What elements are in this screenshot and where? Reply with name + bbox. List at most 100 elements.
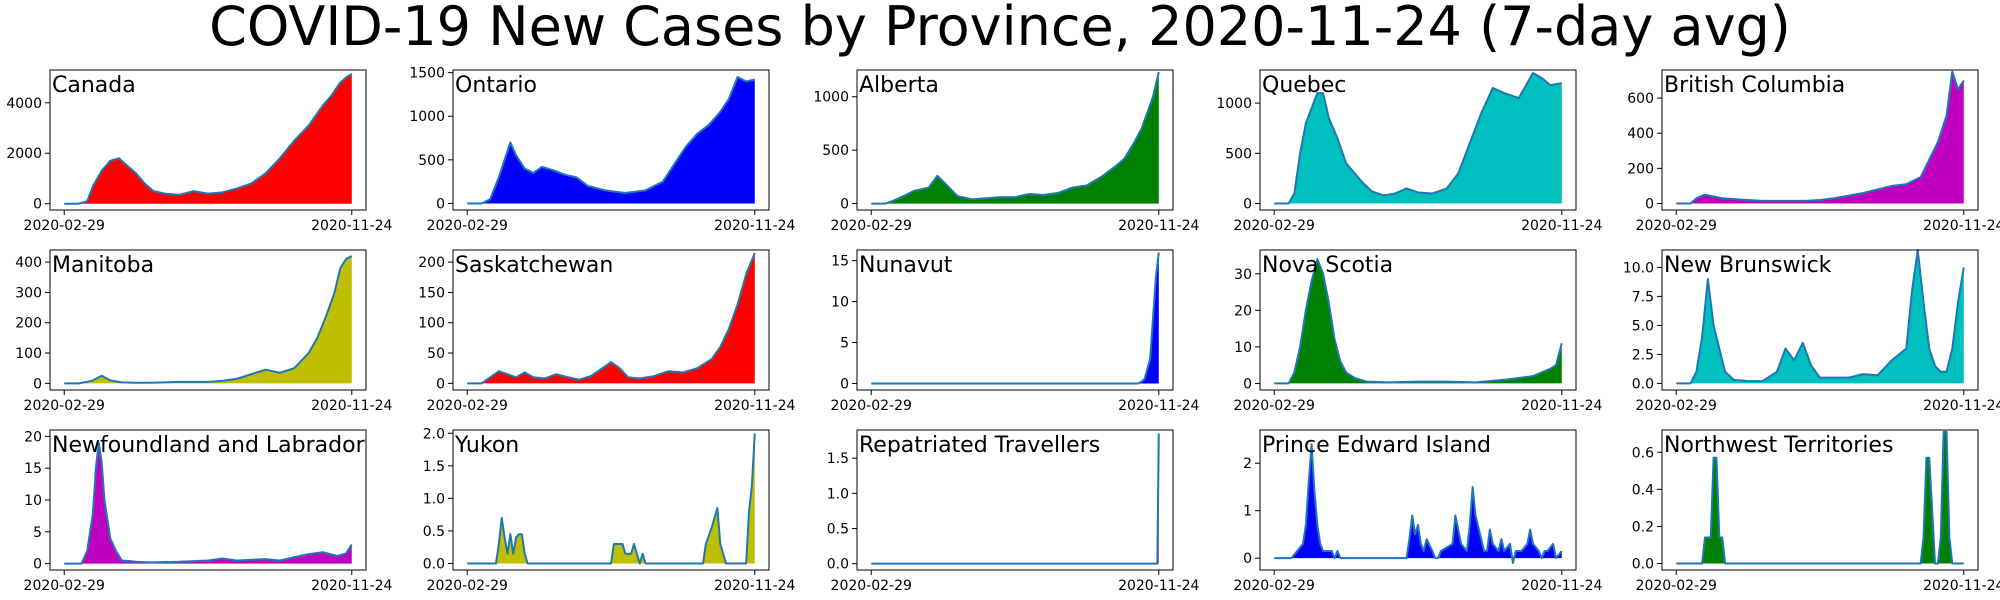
x-tick-label: 2020-11-24 bbox=[1521, 578, 1602, 594]
x-tick-label: 2020-02-29 bbox=[1636, 398, 1717, 414]
axes-frame bbox=[1661, 429, 1979, 571]
y-tick-label: 1 bbox=[1243, 504, 1252, 520]
x-tick-label: 2020-02-29 bbox=[427, 218, 508, 234]
x-tick-label: 2020-11-24 bbox=[714, 578, 795, 594]
subplot-title: Canada bbox=[52, 73, 136, 98]
x-tick-label: 2020-02-29 bbox=[24, 218, 105, 234]
series-line bbox=[467, 252, 756, 385]
y-tick-label: 1.5 bbox=[827, 451, 849, 467]
y-tick-label: 1.5 bbox=[423, 459, 445, 475]
area-fill bbox=[64, 73, 352, 204]
axes-frame bbox=[452, 249, 770, 391]
series-line bbox=[1274, 443, 1563, 564]
subplot-title: Ontario bbox=[455, 73, 537, 98]
area-fill bbox=[64, 442, 352, 564]
x-tick-label: 2020-11-24 bbox=[1521, 398, 1602, 414]
y-tick-label: 0.0 bbox=[1632, 557, 1654, 573]
x-tick-label: 2020-11-24 bbox=[311, 578, 392, 594]
subplot-title: Yukon bbox=[454, 433, 519, 458]
subplot: 0 500 1000 2020-02-29 2020-11-24 Alberta bbox=[813, 69, 1200, 234]
series-line bbox=[871, 433, 1160, 565]
series-line bbox=[64, 255, 353, 385]
axes-frame bbox=[856, 69, 1174, 211]
x-tick-label: 2020-02-29 bbox=[1234, 398, 1315, 414]
y-tick-label: 5.0 bbox=[1632, 318, 1654, 334]
subplot-title: Saskatchewan bbox=[455, 253, 613, 278]
subplot-title: Northwest Territories bbox=[1664, 433, 1893, 458]
subplot-title: Quebec bbox=[1262, 73, 1346, 98]
x-tick-label: 2020-11-24 bbox=[311, 398, 392, 414]
y-tick-label: 2000 bbox=[6, 146, 42, 162]
y-tick-label: 0.0 bbox=[827, 557, 849, 573]
axes-frame bbox=[856, 249, 1174, 391]
x-tick-label: 2020-11-24 bbox=[311, 218, 392, 234]
y-tick-label: 20 bbox=[24, 429, 42, 445]
y-tick-label: 0 bbox=[436, 196, 445, 212]
y-tick-label: 0 bbox=[1645, 197, 1654, 213]
figure-title: COVID-19 New Cases by Province, 2020-11-… bbox=[209, 0, 1791, 58]
x-tick-label: 2020-02-29 bbox=[1636, 218, 1717, 234]
y-tick-label: 0 bbox=[33, 557, 42, 573]
x-tick-label: 2020-02-29 bbox=[24, 578, 105, 594]
y-tick-label: 0.4 bbox=[1632, 482, 1654, 498]
y-tick-label: 500 bbox=[822, 143, 849, 159]
subplot-title: Alberta bbox=[859, 73, 939, 98]
subplot-title: New Brunswick bbox=[1664, 253, 1832, 278]
subplot: 0.0 0.2 0.4 0.6 2020-02-29 2020-11-24 Northwes… bbox=[1632, 429, 2000, 594]
y-tick-label: 200 bbox=[1627, 161, 1654, 177]
x-tick-label: 2020-02-29 bbox=[427, 398, 508, 414]
subplot-title: British Columbia bbox=[1664, 73, 1845, 98]
y-tick-label: 0.5 bbox=[423, 524, 445, 540]
y-tick-label: 10 bbox=[1234, 340, 1252, 356]
x-tick-label: 2020-11-24 bbox=[1118, 398, 1199, 414]
axes-frame bbox=[452, 429, 770, 571]
axes-frame bbox=[1661, 249, 1979, 391]
y-tick-label: 100 bbox=[418, 316, 445, 332]
y-tick-label: 4000 bbox=[6, 96, 42, 112]
series-line bbox=[64, 441, 353, 565]
y-tick-label: 1.0 bbox=[423, 491, 445, 507]
axes-frame bbox=[1259, 249, 1577, 391]
y-tick-label: 5 bbox=[33, 525, 42, 541]
y-tick-label: 2.0 bbox=[423, 426, 445, 442]
x-tick-label: 2020-02-29 bbox=[1636, 578, 1717, 594]
y-tick-label: 100 bbox=[15, 346, 42, 362]
y-tick-label: 0.0 bbox=[1632, 376, 1654, 392]
subplot-title: Nunavut bbox=[859, 253, 953, 278]
subplot: 0.0 0.5 1.0 1.5 2.0 2020-02-29 2020-11-24 Yukon bbox=[423, 426, 796, 594]
y-tick-label: 0.5 bbox=[827, 521, 849, 537]
area-fill bbox=[1274, 444, 1562, 563]
x-tick-label: 2020-11-24 bbox=[714, 398, 795, 414]
y-tick-label: 400 bbox=[15, 255, 42, 271]
y-tick-label: 0 bbox=[436, 376, 445, 392]
y-tick-label: 1.0 bbox=[827, 486, 849, 502]
subplot: 0 500 1000 2020-02-29 2020-11-24 Quebec bbox=[1216, 69, 1603, 234]
axes-frame bbox=[452, 69, 770, 211]
y-tick-label: 1000 bbox=[409, 109, 445, 125]
area-fill bbox=[64, 256, 352, 384]
y-tick-label: 20 bbox=[1234, 303, 1252, 319]
x-tick-label: 2020-11-24 bbox=[1118, 578, 1199, 594]
series-line bbox=[1274, 72, 1562, 205]
x-tick-label: 2020-02-29 bbox=[831, 218, 912, 234]
y-tick-label: 0 bbox=[33, 197, 42, 213]
y-tick-label: 0.6 bbox=[1632, 445, 1654, 461]
axes-frame bbox=[1259, 69, 1577, 211]
subplot-title: Manitoba bbox=[52, 253, 154, 278]
axes-frame bbox=[1661, 69, 1979, 211]
series-line bbox=[1676, 70, 1965, 205]
y-tick-label: 500 bbox=[418, 153, 445, 169]
y-tick-label: 7.5 bbox=[1632, 289, 1654, 305]
y-tick-label: 150 bbox=[418, 285, 445, 301]
series-line bbox=[467, 433, 756, 565]
area-fill bbox=[1676, 71, 1964, 204]
x-tick-label: 2020-11-24 bbox=[1118, 218, 1199, 234]
series-line bbox=[467, 75, 755, 205]
area-fill bbox=[1676, 431, 1964, 564]
subplot: 0 5 10 15 2020-02-29 2020-11-24 Nunavut bbox=[831, 249, 1200, 414]
y-tick-label: 2 bbox=[1243, 456, 1252, 472]
y-tick-label: 5 bbox=[840, 336, 849, 352]
subplot: 0 10 20 30 2020-02-29 2020-11-24 Nova Scotia bbox=[1234, 249, 1603, 414]
series-line bbox=[1274, 258, 1563, 385]
